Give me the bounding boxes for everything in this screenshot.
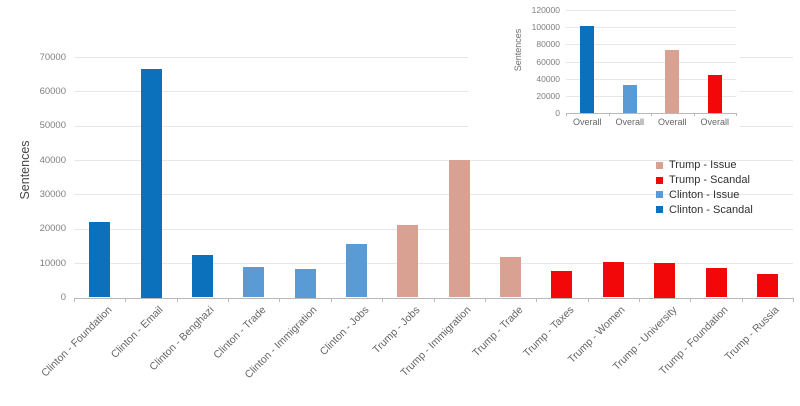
legend-item-clinton-issue: Clinton - Issue	[656, 188, 753, 203]
x-axis-tick	[651, 113, 652, 116]
x-axis-tick	[587, 297, 589, 302]
legend-swatch-clinton-issue	[656, 191, 663, 199]
x-category-label: Overall	[658, 117, 687, 127]
y-tick-label: 70000	[39, 51, 66, 63]
bar-clinton-immigration-clinton-issue	[294, 269, 316, 298]
x-axis-tick	[330, 297, 332, 302]
gridline	[566, 44, 736, 46]
x-axis-tick	[566, 113, 567, 116]
bar-trump-university-trump-scandal	[654, 262, 676, 298]
x-axis-tick	[382, 297, 384, 302]
bar-trump-taxes-trump-scandal	[551, 271, 573, 298]
gridline	[74, 125, 793, 127]
y-tick-label: 10000	[39, 257, 66, 269]
gridline	[566, 61, 736, 63]
x-axis-tick	[228, 297, 230, 302]
bar-overall-trump-scandal	[707, 75, 722, 113]
bar-clinton-email-clinton-scandal	[140, 69, 162, 298]
legend: Trump - Issue Trump - Scandal Clinton - Is…	[656, 158, 753, 217]
legend-item-trump-issue: Trump - Issue	[656, 158, 753, 173]
x-category-label: Overall	[573, 117, 602, 127]
x-axis-tick	[638, 297, 640, 302]
y-tick-label: 40000	[536, 73, 560, 84]
gridline	[566, 10, 736, 11]
y-tick-label: 0	[555, 108, 560, 119]
bar-trump-immigration-trump-issue	[448, 160, 470, 298]
y-tick-label: 40000	[39, 154, 66, 166]
bar-trump-russia-trump-scandal	[756, 273, 778, 298]
legend-label: Trump - Issue	[669, 159, 737, 172]
bar-overall-trump-issue	[665, 50, 680, 113]
gridline	[74, 228, 793, 230]
bar-clinton-trade-clinton-issue	[243, 267, 265, 298]
bar-overall-clinton-scandal	[580, 26, 595, 113]
x-axis-tick	[736, 113, 737, 116]
gridline	[74, 57, 793, 58]
x-axis-tick	[125, 297, 127, 302]
gridline	[74, 263, 793, 265]
bar-trump-women-trump-scandal	[602, 261, 624, 298]
legend-label: Trump - Scandal	[669, 174, 750, 187]
x-axis-tick	[690, 297, 692, 302]
x-category-label: Overall	[615, 117, 645, 127]
bar-trump-trade-trump-issue	[500, 256, 521, 298]
gridline	[74, 194, 793, 196]
x-axis-tick	[433, 297, 435, 302]
gridline	[566, 78, 736, 80]
bar-trump-foundation-trump-scandal	[705, 268, 727, 298]
y-tick-label: 60000	[536, 56, 560, 67]
bar-overall-clinton-issue	[622, 84, 637, 113]
x-axis-tick	[693, 113, 695, 116]
legend-item-trump-scandal: Trump - Scandal	[656, 173, 753, 188]
gridline	[566, 95, 736, 97]
legend-item-clinton-scandal: Clinton - Scandal	[656, 202, 753, 217]
gridline	[74, 91, 793, 93]
y-tick-label: 80000	[536, 39, 560, 50]
legend-swatch-clinton-scandal	[656, 206, 663, 214]
y-tick-label: 50000	[39, 120, 66, 132]
y-tick-label: 20000	[39, 223, 66, 235]
legend-label: Clinton - Issue	[669, 188, 740, 201]
bar-trump-jobs-trump-issue	[397, 225, 419, 298]
y-tick-label: 20000	[536, 90, 560, 101]
x-axis-tick	[536, 297, 538, 302]
legend-swatch-trump-scandal	[656, 176, 663, 184]
x-axis-tick	[741, 297, 743, 302]
x-category-label: Clinton - Foundation	[38, 303, 115, 379]
bar-clinton-foundation-clinton-scandal	[89, 221, 111, 298]
x-axis-tick	[608, 113, 610, 116]
y-tick-label: 30000	[39, 188, 66, 200]
y-tick-label: 100000	[531, 22, 560, 33]
x-axis-tick	[176, 297, 178, 302]
y-tick-label: 0	[60, 292, 66, 303]
gridline	[74, 160, 793, 162]
x-axis-tick	[279, 297, 281, 302]
x-axis-tick	[793, 297, 794, 302]
gridline	[566, 27, 736, 29]
y-tick-label: 60000	[39, 85, 66, 97]
y-tick-label: 120000	[531, 5, 560, 16]
x-category-label: Overall	[700, 117, 730, 127]
legend-label: Clinton - Scandal	[669, 203, 753, 216]
inset-overall-chart: Sentences 0 20000 40000 60000 80000 100000 120…	[468, 0, 740, 136]
bar-clinton-jobs-clinton-issue	[346, 243, 367, 298]
bar-clinton-benghazi-clinton-scandal	[191, 255, 213, 298]
x-axis-tick	[74, 297, 75, 302]
legend-swatch-trump-issue	[656, 161, 663, 169]
x-axis-tick	[484, 297, 486, 302]
